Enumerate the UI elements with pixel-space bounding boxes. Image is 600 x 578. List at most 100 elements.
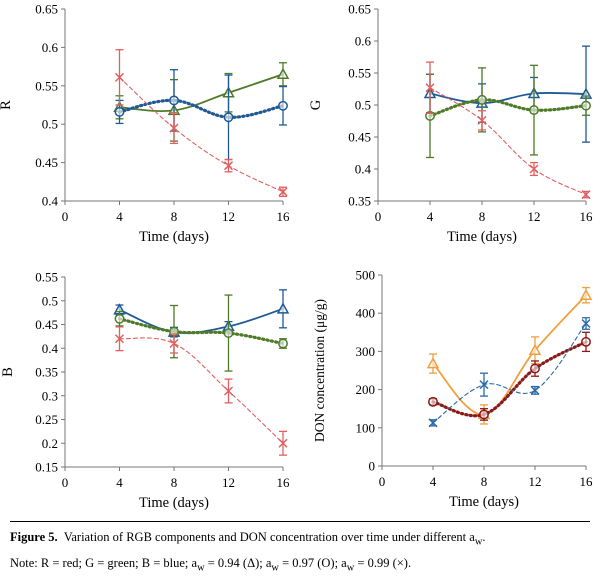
r-y-tick-label: 0.6 <box>42 40 59 55</box>
r-y-tick-label: 0.65 <box>35 2 58 17</box>
don-point-circle <box>429 398 437 406</box>
b-y-tick-label: 0.25 <box>35 412 58 427</box>
don-point-triangle <box>581 290 591 299</box>
r-y-tick-label: 0.55 <box>35 78 58 93</box>
don-y-tick-label: 400 <box>356 306 376 321</box>
r-point-circle <box>115 108 123 116</box>
r-x-tick-label: 8 <box>171 209 178 224</box>
chart-g: 0.35 0.4 0.45 0.5 0.55 0.6 0.65 0 4 8 12 16 Time (da… <box>300 0 600 262</box>
b-y-tick-label: 0.5 <box>42 293 58 308</box>
b-x-tick-label: 12 <box>222 475 235 490</box>
b-x-tick-label: 0 <box>62 475 69 490</box>
don-y-axis-title: DON concentration (μg/g) <box>312 299 327 442</box>
b-y-tick-label: 0.15 <box>35 460 58 475</box>
g-y-tick-label: 0.55 <box>348 66 371 81</box>
b-y-tick-label: 0.3 <box>42 388 58 403</box>
caption-title: Variation of RGB components and DON conc… <box>64 530 475 544</box>
r-point-triangle <box>278 69 288 78</box>
don-series-circle <box>429 332 590 420</box>
don-x-tick-label: 4 <box>430 474 437 489</box>
b-y-tick-label: 0.55 <box>35 270 58 285</box>
don-y-tick-label: 100 <box>356 420 376 435</box>
b-series-x <box>116 327 288 455</box>
g-x-tick-label: 0 <box>375 209 382 224</box>
g-point-circle <box>582 101 590 109</box>
g-x-axis-title: Time (days) <box>447 229 517 245</box>
g-y-tick-label: 0.45 <box>348 130 371 145</box>
don-x-tick-label: 16 <box>580 474 594 489</box>
don-line-circle <box>433 342 586 416</box>
don-line-x <box>433 324 586 423</box>
don-point-triangle <box>428 359 438 368</box>
b-y-tick-label: 0.4 <box>42 341 59 356</box>
b-y-tick-label: 0.45 <box>35 317 58 332</box>
b-x-tick-label: 8 <box>171 475 178 490</box>
caption-line-1: Figure 5. Variation of RGB components an… <box>10 527 592 553</box>
b-line-x <box>120 338 284 443</box>
b-point-circle <box>224 329 232 337</box>
g-y-tick-label: 0.35 <box>348 194 371 209</box>
b-x-tick-label: 16 <box>277 475 291 490</box>
r-series-circle <box>115 70 287 160</box>
r-y-tick-label: 0.4 <box>42 194 59 209</box>
don-y-tick-label: 0 <box>369 459 376 474</box>
g-point-circle <box>530 106 538 114</box>
b-y-axis-title: B <box>0 367 16 377</box>
g-x-tick-label: 8 <box>479 209 486 224</box>
g-y-axis-title: G <box>308 99 324 110</box>
b-point-circle <box>115 315 123 323</box>
don-y-tick-label: 200 <box>356 382 376 397</box>
don-x-tick-label: 8 <box>481 474 488 489</box>
don-point-circle <box>531 364 539 372</box>
r-point-circle <box>170 96 178 104</box>
r-series-x <box>116 50 288 197</box>
r-y-axis-title: R <box>0 100 14 110</box>
r-series-triangle <box>115 63 289 141</box>
g-line-triangle <box>430 93 586 103</box>
caption-line-2: Note: R = red; G = green; B = blue; aw =… <box>10 553 592 578</box>
don-series-triangle <box>428 288 591 424</box>
b-point-circle <box>279 339 287 347</box>
caption-label: Figure 5. <box>10 530 58 544</box>
r-line-x <box>120 77 284 191</box>
don-x-axis-title: Time (days) <box>449 494 519 510</box>
b-point-triangle <box>278 304 288 313</box>
g-point-circle <box>478 96 486 104</box>
chart-b: 0.15 0.2 0.25 0.3 0.35 0.4 0.45 0.5 0.55 0 4 8 12 16 T… <box>0 262 300 520</box>
g-y-tick-label: 0.6 <box>355 34 372 49</box>
r-x-tick-label: 12 <box>222 209 235 224</box>
g-y-tick-label: 0.65 <box>348 2 371 17</box>
g-series-circle <box>426 65 590 157</box>
r-y-tick-label: 0.45 <box>35 155 58 170</box>
figure-caption: Figure 5. Variation of RGB components an… <box>10 527 592 578</box>
b-y-tick-label: 0.2 <box>42 436 58 451</box>
g-series-triangle <box>425 46 591 142</box>
don-y-tick-label: 300 <box>356 344 376 359</box>
b-y-tick-label: 0.35 <box>35 365 58 380</box>
g-y-tick-label: 0.4 <box>355 162 372 177</box>
g-line-circle <box>430 100 586 116</box>
r-x-tick-label: 4 <box>116 209 123 224</box>
don-point-circle <box>480 410 488 418</box>
don-point-circle <box>582 338 590 346</box>
g-y-tick-label: 0.5 <box>355 98 371 113</box>
b-series-triangle <box>115 290 289 337</box>
r-x-tick-label: 16 <box>277 209 291 224</box>
b-x-axis-title: Time (days) <box>139 495 209 511</box>
b-line-triangle <box>120 309 284 333</box>
r-y-tick-label: 0.5 <box>42 117 58 132</box>
b-series-circle <box>115 295 287 371</box>
g-series-x <box>426 62 590 198</box>
g-x-tick-label: 4 <box>427 209 434 224</box>
don-line-triangle <box>433 295 586 414</box>
g-x-tick-label: 12 <box>528 209 541 224</box>
don-x-tick-label: 0 <box>379 474 386 489</box>
r-x-axis-title: Time (days) <box>139 229 209 245</box>
caption-divider <box>10 521 590 522</box>
g-x-tick-label: 16 <box>580 209 594 224</box>
don-x-tick-label: 12 <box>529 474 542 489</box>
b-x-tick-label: 4 <box>116 475 123 490</box>
r-point-circle <box>279 102 287 110</box>
